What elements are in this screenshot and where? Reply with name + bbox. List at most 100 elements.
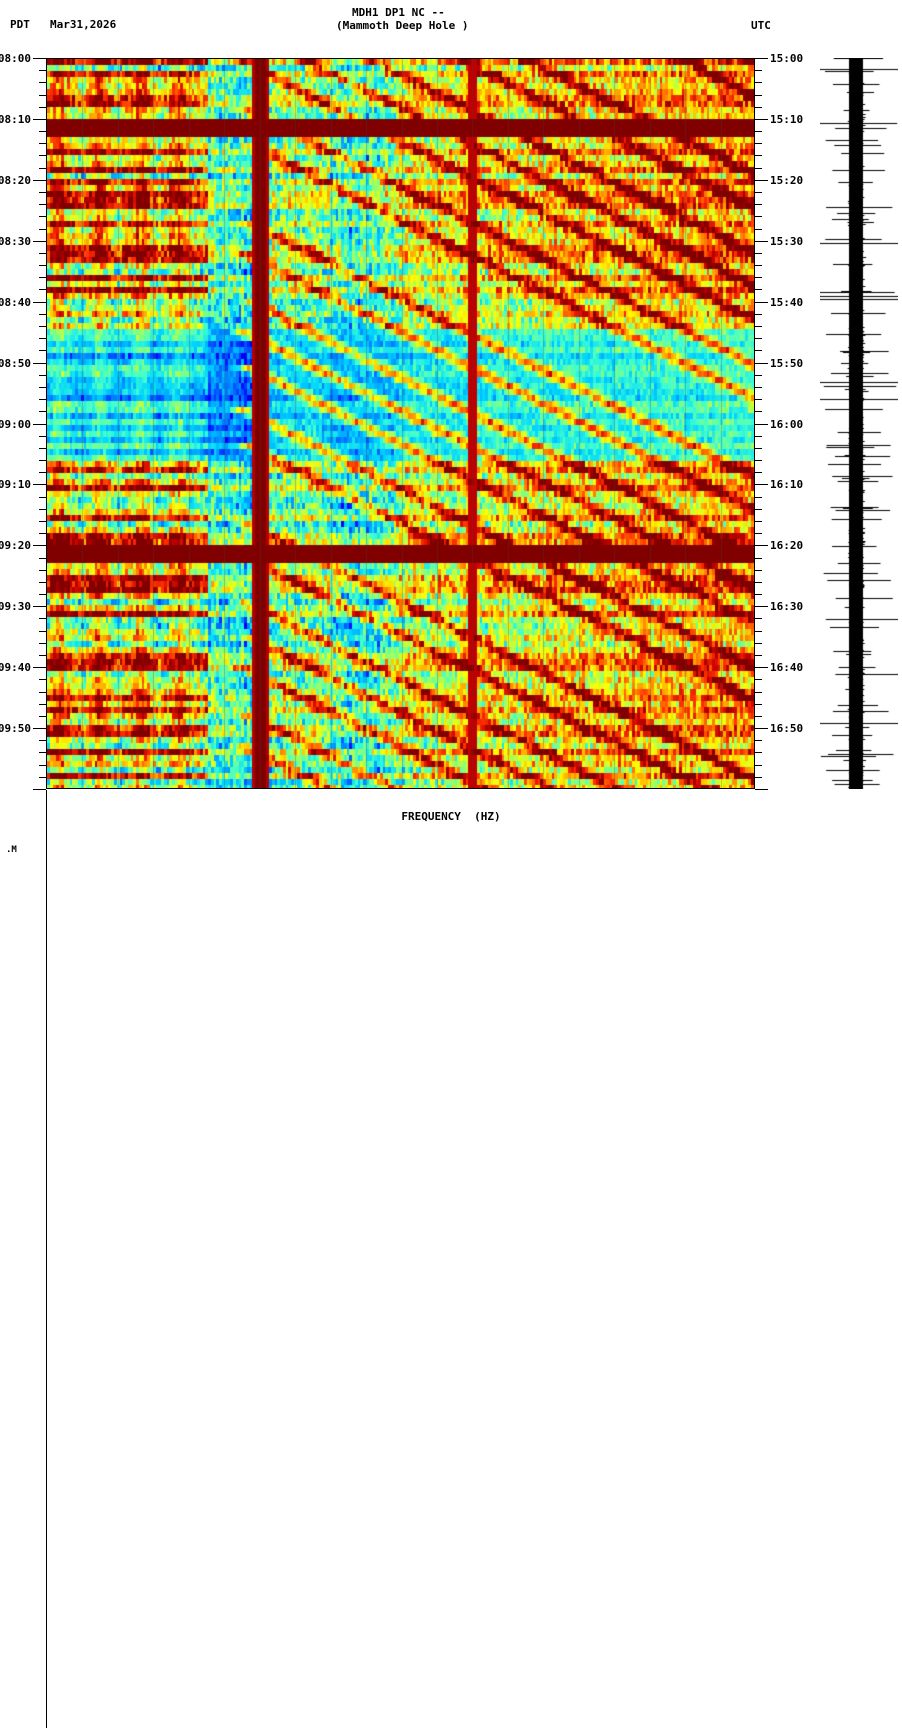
time-tick-label: 08:20 [0, 174, 31, 187]
axis-tick-minor [755, 131, 762, 132]
axis-tick-minor [39, 618, 46, 619]
axis-tick-major [33, 58, 46, 59]
frequency-axis-label: FREQUENCY (HZ) [401, 810, 501, 823]
axis-tick-minor [39, 155, 46, 156]
axis-tick-minor [755, 314, 762, 315]
axis-tick-minor [39, 448, 46, 449]
freq-tick-major [46, 1602, 47, 1611]
freq-tick-major [46, 1225, 47, 1234]
freq-tick-major [46, 790, 47, 799]
axis-tick-minor [39, 752, 46, 753]
time-tick-label: 15:50 [770, 357, 804, 370]
axis-tick-minor [39, 436, 46, 437]
axis-tick-major [33, 363, 46, 364]
freq-tick-minor [46, 833, 47, 838]
axis-tick-minor [39, 497, 46, 498]
station-name-title: (Mammoth Deep Hole ) [336, 19, 469, 32]
axis-tick-major [33, 484, 46, 485]
time-tick-label: 09:00 [0, 418, 31, 431]
axis-tick-minor [39, 229, 46, 230]
axis-tick-minor [755, 155, 762, 156]
axis-tick-minor [755, 521, 762, 522]
freq-tick-major [46, 1080, 47, 1089]
axis-tick-minor [39, 387, 46, 388]
axis-tick-minor [39, 253, 46, 254]
freq-tick-major [46, 1283, 47, 1292]
axis-tick-minor [39, 338, 46, 339]
axis-tick-minor [755, 582, 762, 583]
axis-tick-minor [39, 570, 46, 571]
axis-tick-minor [755, 216, 762, 217]
axis-tick-minor [39, 277, 46, 278]
axis-tick-minor [39, 95, 46, 96]
axis-tick-minor [755, 558, 762, 559]
axis-tick-minor [755, 350, 762, 351]
axis-tick-major [755, 606, 768, 607]
axis-tick-minor [755, 192, 762, 193]
axis-tick-major [755, 789, 768, 790]
spectrogram-plot[interactable] [46, 58, 755, 789]
axis-tick-minor [39, 692, 46, 693]
axis-tick-minor [39, 350, 46, 351]
axis-tick-minor [755, 740, 762, 741]
axis-tick-minor [755, 277, 762, 278]
axis-tick-minor [39, 411, 46, 412]
axis-tick-major [33, 119, 46, 120]
axis-tick-minor [755, 765, 762, 766]
axis-tick-major [33, 545, 46, 546]
axis-tick-minor [39, 289, 46, 290]
axis-tick-minor [755, 777, 762, 778]
axis-tick-minor [755, 387, 762, 388]
freq-tick-major [46, 1138, 47, 1147]
time-tick-label: 09:50 [0, 722, 31, 735]
axis-tick-minor [39, 533, 46, 534]
freq-tick-minor [46, 828, 47, 833]
time-tick-label: 09:30 [0, 600, 31, 613]
time-tick-label: 08:00 [0, 52, 31, 65]
timezone-label-right: UTC [751, 19, 771, 32]
axis-tick-minor [39, 740, 46, 741]
axis-tick-minor [755, 338, 762, 339]
time-tick-label: 15:20 [770, 174, 804, 187]
time-tick-label: 09:40 [0, 661, 31, 674]
freq-tick-minor [46, 809, 47, 814]
axis-tick-minor [39, 594, 46, 595]
axis-tick-minor [755, 570, 762, 571]
axis-tick-minor [755, 253, 762, 254]
freq-tick-major [46, 1341, 47, 1350]
amplitude-trace-panel [820, 58, 898, 789]
freq-tick-major [46, 1051, 47, 1060]
axis-tick-major [33, 728, 46, 729]
axis-tick-major [755, 667, 768, 668]
freq-tick-major [46, 1631, 47, 1640]
time-axis-pdt: 08:00 08:10 08:20 08:30 08:40 08:50 09:00 09:10… [0, 52, 46, 791]
axis-tick-minor [755, 375, 762, 376]
axis-tick-major [33, 667, 46, 668]
time-tick-label: 16:30 [770, 600, 804, 613]
axis-tick-minor [39, 399, 46, 400]
freq-tick-major [46, 819, 47, 828]
time-tick-label: 16:40 [770, 661, 804, 674]
time-tick-label: 15:40 [770, 296, 804, 309]
freq-tick-major [46, 1544, 47, 1553]
freq-tick-major [46, 1457, 47, 1466]
axis-tick-minor [755, 618, 762, 619]
freq-tick-major [46, 1254, 47, 1263]
axis-tick-minor [755, 168, 762, 169]
axis-tick-major [33, 302, 46, 303]
axis-tick-minor [39, 679, 46, 680]
axis-tick-minor [755, 82, 762, 83]
freq-tick-major [46, 877, 47, 886]
axis-tick-minor [755, 436, 762, 437]
axis-tick-minor [755, 70, 762, 71]
time-tick-label: 15:00 [770, 52, 804, 65]
freq-tick-minor [46, 799, 47, 804]
corner-mark: .M [6, 845, 17, 855]
axis-tick-minor [39, 582, 46, 583]
time-tick-label: 09:20 [0, 539, 31, 552]
freq-tick-minor [46, 1727, 47, 1728]
freq-tick-major [46, 964, 47, 973]
time-tick-label: 16:20 [770, 539, 804, 552]
axis-tick-minor [39, 765, 46, 766]
freq-tick-major [46, 1167, 47, 1176]
